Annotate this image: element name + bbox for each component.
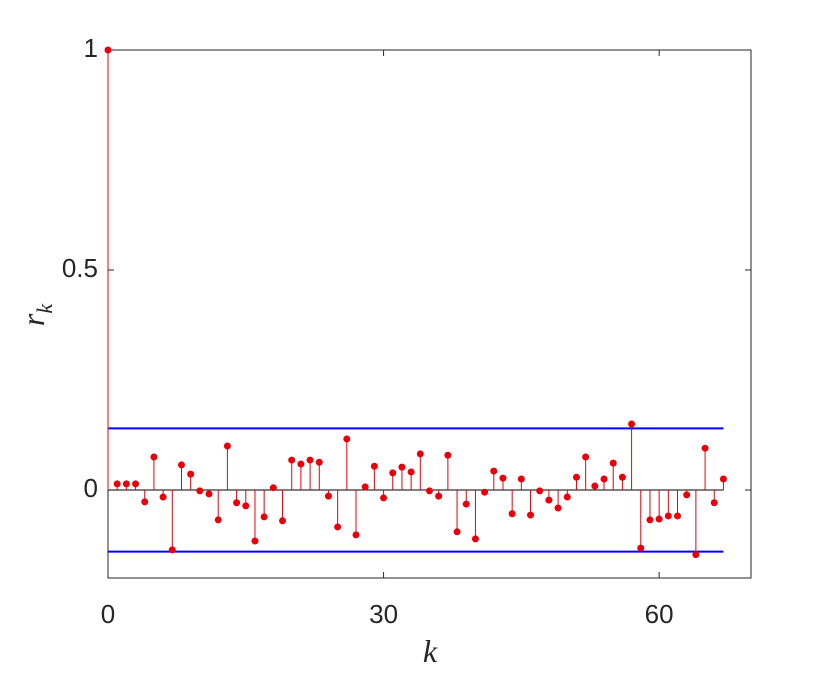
stem-marker — [343, 435, 351, 443]
stem-marker — [315, 458, 323, 466]
stem-marker — [251, 537, 259, 545]
y-tick-label: 1 — [84, 33, 98, 63]
stem-marker — [260, 513, 268, 521]
stem-marker — [490, 467, 498, 475]
y-label-sub: k — [32, 303, 57, 314]
stem-marker — [361, 483, 369, 491]
stem-marker — [664, 512, 672, 520]
stem-marker — [536, 487, 544, 495]
stem-marker — [352, 531, 360, 539]
stem-marker — [159, 493, 167, 501]
stem-marker — [113, 480, 121, 488]
stem-marker — [223, 442, 231, 450]
stem-marker — [517, 475, 525, 483]
stem-marker — [692, 551, 700, 559]
stem-marker — [508, 510, 516, 518]
stem-marker — [334, 523, 342, 531]
stem-marker — [187, 470, 195, 478]
stem-marker — [481, 488, 489, 496]
x-tick-label: 0 — [101, 599, 115, 629]
stem-marker — [618, 473, 626, 481]
stem-marker — [499, 474, 507, 482]
stem-marker — [141, 498, 149, 506]
stem-marker — [453, 528, 461, 536]
y-tick-label: 0 — [84, 473, 98, 503]
x-axis-label: k — [423, 633, 438, 669]
stem-marker — [196, 487, 204, 495]
y-axis-label: rk — [15, 303, 57, 326]
stem-marker — [214, 516, 222, 524]
stem-marker — [591, 482, 599, 490]
y-tick-label: 0.5 — [62, 253, 98, 283]
stem-marker — [426, 487, 433, 495]
x-tick-label: 30 — [369, 599, 398, 629]
stem-marker — [563, 493, 571, 501]
stem-marker — [288, 456, 296, 464]
stem-marker — [150, 453, 158, 461]
stem-marker — [600, 475, 608, 483]
stem-marker — [324, 492, 332, 500]
stem-marker — [389, 469, 397, 477]
stem-marker — [527, 511, 535, 519]
stem-marker — [701, 444, 709, 452]
stem-marker — [132, 480, 140, 488]
stem-marker — [416, 450, 424, 458]
stem-marker — [683, 491, 691, 499]
stem-marker — [435, 492, 443, 500]
stem-marker — [637, 544, 645, 552]
stem-marker — [719, 475, 727, 483]
plot-area — [107, 49, 752, 579]
stem-marker — [444, 451, 452, 459]
stem-marker — [104, 46, 112, 54]
stem-marker — [462, 500, 470, 508]
stem-marker — [655, 515, 663, 523]
stem-marker — [306, 456, 314, 464]
stem-marker — [380, 494, 388, 502]
stem-marker — [233, 499, 241, 507]
stem-marker — [269, 484, 277, 492]
stem-marker — [279, 517, 287, 525]
stem-marker — [297, 460, 305, 468]
stem-marker — [407, 468, 415, 476]
stem-marker — [545, 496, 553, 504]
stem-marker — [398, 463, 406, 471]
stem-marker — [471, 535, 479, 543]
stem-marker — [572, 473, 580, 481]
y-label-base: r — [15, 313, 51, 326]
stem-marker — [609, 459, 617, 467]
stem-marker — [122, 480, 130, 488]
stem-marker — [674, 512, 682, 520]
stem-marker — [710, 499, 718, 507]
x-tick-label: 60 — [645, 599, 674, 629]
stem-marker — [582, 453, 590, 461]
stem-marker — [168, 546, 176, 554]
stem-marker — [628, 420, 636, 428]
stem-marker — [554, 504, 562, 512]
stem-marker — [242, 502, 250, 510]
stem-marker — [177, 461, 185, 469]
stem-marker — [646, 516, 654, 524]
stem-marker — [370, 462, 378, 470]
stem-marker — [205, 490, 213, 498]
